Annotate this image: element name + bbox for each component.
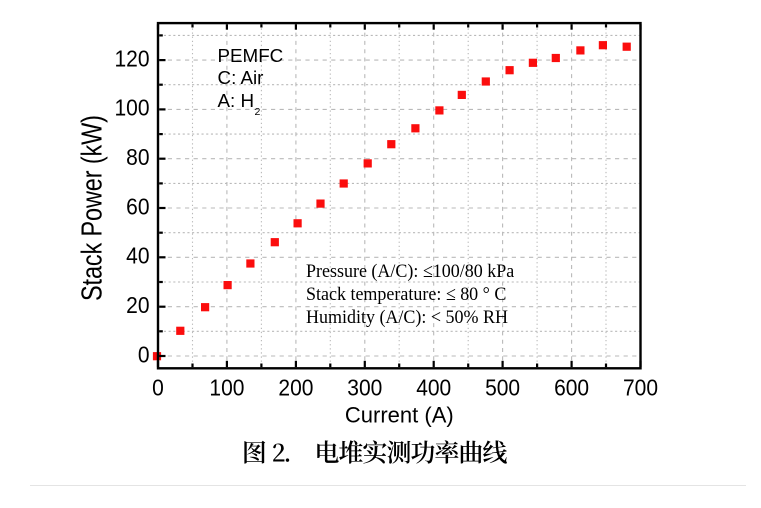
svg-text:40: 40 — [126, 243, 149, 269]
svg-text:Stack temperature: ≤ 80 ° C: Stack temperature: ≤ 80 ° C — [306, 283, 506, 305]
svg-text:20: 20 — [126, 292, 149, 318]
svg-text:700: 700 — [623, 374, 658, 400]
svg-text:100: 100 — [114, 95, 149, 121]
svg-text:200: 200 — [278, 374, 313, 400]
svg-text:Pressure (A/C): ≤100/80 kPa: Pressure (A/C): ≤100/80 kPa — [306, 260, 515, 282]
svg-text:A: H: A: H — [218, 90, 255, 111]
svg-text:PEMFC: PEMFC — [218, 45, 284, 66]
svg-text:300: 300 — [347, 374, 382, 400]
svg-text:0: 0 — [152, 374, 164, 400]
svg-text:Humidity (A/C): < 50% RH: Humidity (A/C): < 50% RH — [306, 306, 508, 328]
svg-text:600: 600 — [554, 374, 589, 400]
svg-text:500: 500 — [485, 374, 520, 400]
svg-text:400: 400 — [416, 374, 451, 400]
svg-text:2: 2 — [255, 106, 261, 118]
svg-text:120: 120 — [114, 45, 149, 71]
svg-text:80: 80 — [126, 144, 149, 170]
svg-text:Current (A): Current (A) — [345, 402, 454, 427]
svg-text:60: 60 — [126, 193, 149, 219]
svg-text:100: 100 — [209, 374, 244, 400]
svg-text:Stack Power (kW): Stack Power (kW) — [75, 115, 108, 301]
svg-text:C: Air: C: Air — [218, 67, 264, 88]
svg-text:0: 0 — [138, 341, 150, 367]
